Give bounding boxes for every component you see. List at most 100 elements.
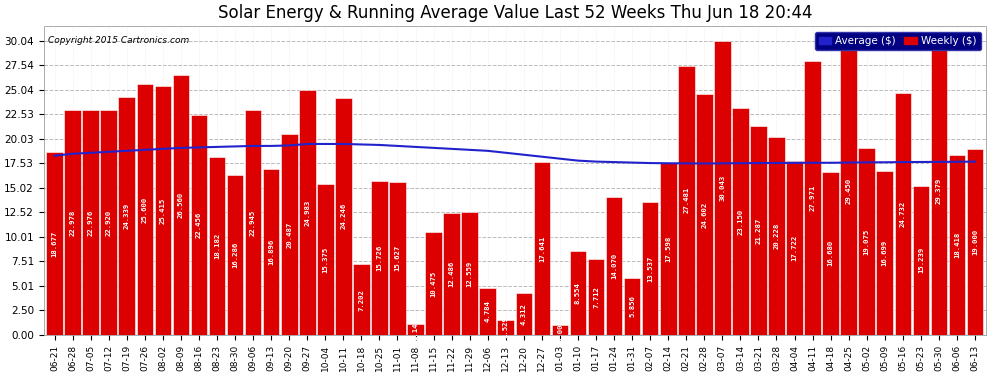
Text: 23.150: 23.150 (738, 209, 743, 235)
Text: 16.699: 16.699 (882, 240, 888, 266)
Text: 27.481: 27.481 (683, 187, 689, 213)
Bar (47, 152, 63, 335)
Text: 16.896: 16.896 (268, 239, 274, 265)
Text: 21.287: 21.287 (755, 217, 761, 244)
Text: 15.375: 15.375 (323, 246, 329, 273)
Bar (823, 172, 839, 335)
Text: Copyright 2015 Cartronics.com: Copyright 2015 Cartronics.com (49, 36, 190, 45)
Text: 22.456: 22.456 (196, 212, 202, 238)
Text: 20.228: 20.228 (773, 223, 779, 249)
Bar (732, 108, 748, 335)
Text: 24.732: 24.732 (900, 201, 906, 227)
Text: 12.559: 12.559 (466, 260, 472, 286)
Text: 15.239: 15.239 (918, 247, 924, 273)
Bar (353, 264, 369, 335)
Bar (209, 157, 226, 335)
Text: 25.600: 25.600 (142, 196, 148, 223)
Bar (461, 212, 478, 335)
Text: 18.677: 18.677 (51, 230, 57, 256)
Bar (696, 94, 713, 335)
Bar (335, 98, 351, 335)
Bar (569, 251, 586, 335)
Text: 17.598: 17.598 (665, 236, 671, 262)
Text: 5.856: 5.856 (629, 295, 636, 317)
Bar (913, 186, 930, 335)
Bar (895, 93, 911, 335)
Bar (172, 75, 189, 335)
Bar (606, 197, 623, 335)
Text: 29.379: 29.379 (936, 178, 941, 204)
Text: 18.418: 18.418 (954, 232, 960, 258)
Bar (678, 66, 695, 335)
Text: 15.627: 15.627 (394, 245, 401, 272)
Bar (245, 110, 261, 335)
Bar (137, 84, 153, 335)
Text: 12.486: 12.486 (448, 261, 454, 287)
Text: 22.978: 22.978 (69, 209, 75, 236)
Text: 14.070: 14.070 (611, 253, 617, 279)
Text: 29.450: 29.450 (845, 178, 851, 204)
Bar (389, 182, 406, 335)
Text: 20.487: 20.487 (286, 222, 292, 248)
Text: 24.339: 24.339 (124, 202, 130, 229)
Bar (426, 232, 442, 335)
Bar (407, 324, 424, 335)
Bar (786, 161, 803, 335)
Bar (642, 202, 658, 335)
Bar (191, 115, 207, 335)
Bar (299, 90, 316, 335)
Legend: Average ($), Weekly ($): Average ($), Weekly ($) (815, 32, 981, 50)
Text: 22.976: 22.976 (88, 209, 94, 236)
Bar (119, 97, 135, 335)
Text: 24.983: 24.983 (304, 200, 310, 226)
Text: 18.182: 18.182 (214, 233, 220, 259)
Text: 15.726: 15.726 (376, 245, 382, 271)
Text: 30.043: 30.043 (720, 175, 726, 201)
Text: 7.712: 7.712 (593, 286, 599, 308)
Text: 4.312: 4.312 (521, 303, 527, 325)
Text: 4.784: 4.784 (485, 300, 491, 322)
Text: 19.000: 19.000 (972, 229, 978, 255)
Text: 19.075: 19.075 (863, 228, 870, 255)
Bar (516, 292, 532, 335)
Text: 17.641: 17.641 (539, 236, 545, 262)
Title: Solar Energy & Running Average Value Last 52 Weeks Thu Jun 18 20:44: Solar Energy & Running Average Value Las… (218, 4, 812, 22)
Bar (227, 176, 244, 335)
Text: 7.202: 7.202 (358, 289, 364, 310)
Text: 1.146: 1.146 (413, 318, 419, 340)
Text: 24.246: 24.246 (341, 203, 346, 229)
Bar (371, 181, 388, 335)
Bar (64, 110, 81, 335)
Bar (876, 171, 893, 335)
Bar (497, 320, 514, 335)
Text: 17.722: 17.722 (792, 235, 798, 261)
Bar (479, 288, 496, 335)
Bar (444, 213, 460, 335)
Text: 27.971: 27.971 (810, 185, 816, 211)
Bar (624, 278, 641, 335)
Text: 13.537: 13.537 (647, 255, 653, 282)
Bar (154, 86, 171, 335)
Bar (534, 162, 550, 335)
Bar (263, 170, 279, 335)
Bar (804, 61, 821, 335)
Bar (82, 110, 99, 335)
Bar (588, 260, 604, 335)
Text: 25.415: 25.415 (159, 197, 166, 223)
Text: 22.945: 22.945 (250, 209, 256, 236)
Bar (317, 184, 334, 335)
Bar (281, 134, 298, 335)
Bar (858, 148, 875, 335)
Text: 10.475: 10.475 (431, 270, 437, 297)
Bar (714, 41, 731, 335)
Bar (966, 149, 983, 335)
Text: 1.529: 1.529 (503, 316, 509, 338)
Text: 8.554: 8.554 (575, 282, 581, 304)
Text: 16.680: 16.680 (828, 240, 834, 266)
Text: 24.602: 24.602 (701, 201, 707, 228)
Text: 1.006: 1.006 (557, 319, 563, 341)
Bar (841, 46, 857, 335)
Text: 22.920: 22.920 (106, 210, 112, 236)
Bar (100, 111, 117, 335)
Bar (948, 154, 965, 335)
